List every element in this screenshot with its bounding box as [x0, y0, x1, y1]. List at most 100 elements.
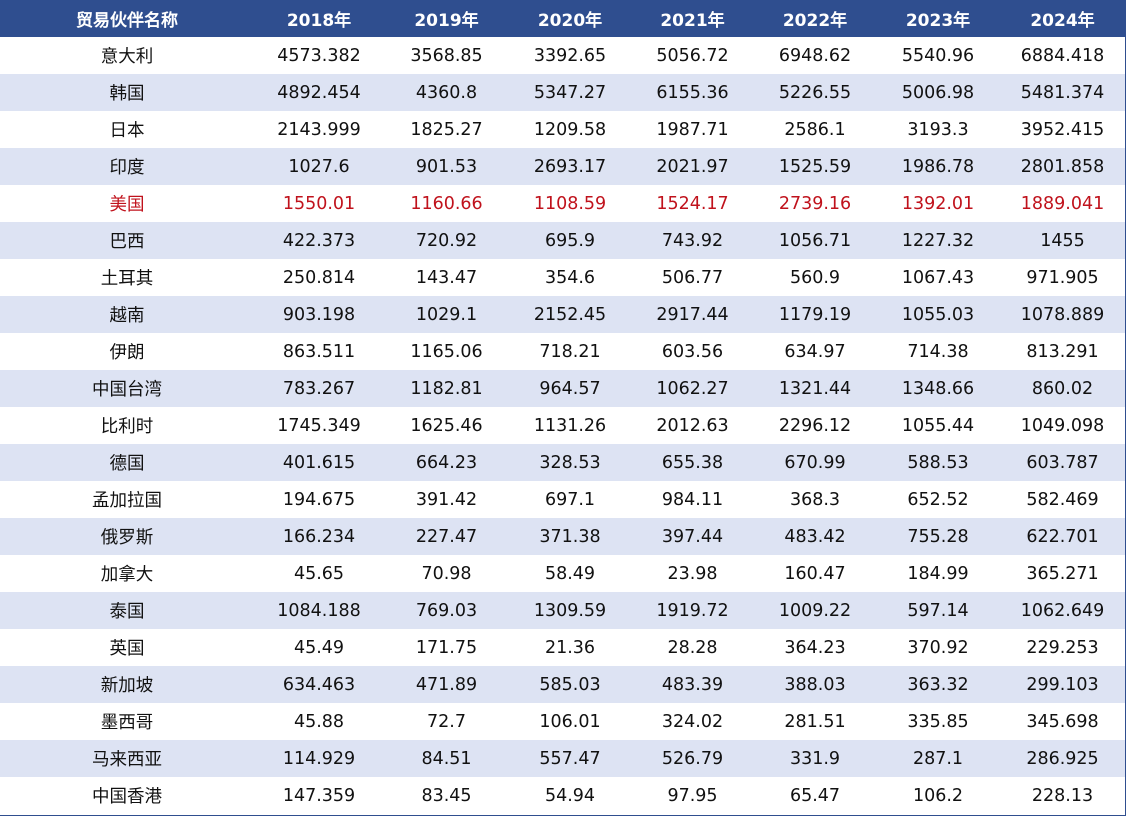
value-cell: 622.701 [1026, 526, 1099, 547]
value-cell: 1525.59 [778, 156, 852, 177]
value-cell: 1029.1 [415, 304, 478, 325]
partner-name-cell: 俄罗斯 [100, 528, 154, 548]
table-row: 墨西哥 45.88 72.7 106.01 324.02 281.51 335.85 345.… [0, 703, 1125, 740]
header-year-2024: 2024年 [1030, 11, 1095, 31]
value-cell: 54.94 [544, 785, 596, 806]
partner-name-cell: 加拿大 [100, 565, 154, 585]
table-row: 越南 903.198 1029.1 2152.45 2917.44 1179.19 1055… [0, 296, 1125, 333]
value-cell: 371.38 [539, 526, 601, 547]
value-cell: 4573.382 [277, 45, 361, 66]
value-cell: 21.36 [544, 637, 596, 658]
value-cell: 160.47 [784, 563, 846, 584]
value-cell: 368.3 [789, 489, 841, 510]
value-cell: 603.787 [1026, 452, 1099, 473]
table-row: 泰国 1084.188 769.03 1309.59 1919.72 1009.22 597… [0, 592, 1125, 629]
partner-name-cell: 英国 [109, 639, 145, 659]
value-cell: 557.47 [539, 748, 601, 769]
value-cell: 1986.78 [901, 156, 975, 177]
header-year-2020: 2020年 [537, 11, 603, 31]
value-cell: 45.49 [293, 637, 345, 658]
table-row: 中国台湾 783.267 1182.81 964.57 1062.27 1321.44 13… [0, 370, 1125, 407]
partner-name-cell: 土耳其 [100, 269, 154, 289]
value-cell: 743.92 [661, 230, 724, 251]
partner-name-cell: 印度 [109, 158, 145, 178]
value-cell: 4360.8 [415, 82, 478, 103]
value-cell: 901.53 [415, 156, 478, 177]
value-cell: 5226.55 [778, 82, 852, 103]
value-cell: 714.38 [907, 341, 969, 362]
value-cell: 1055.03 [901, 304, 975, 325]
table-row: 美国 1550.01 1160.66 1108.59 1524.17 2739.16 139… [0, 185, 1125, 222]
table-header: 贸易伙伴名称 2018年 2019年 2020年 2021年 2022年 202… [0, 0, 1125, 37]
value-cell: 106.01 [539, 711, 601, 732]
value-cell: 1182.81 [410, 378, 483, 399]
partner-name-cell: 韩国 [109, 84, 145, 104]
value-cell: 1987.71 [656, 119, 729, 140]
value-cell: 3193.3 [907, 119, 969, 140]
header-row: 贸易伙伴名称 2018年 2019年 2020年 2021年 2022年 202… [0, 0, 1125, 37]
value-cell: 5540.96 [901, 45, 975, 66]
value-cell: 597.14 [907, 600, 969, 621]
value-cell: 1084.188 [277, 600, 361, 621]
partner-name-cell: 墨西哥 [100, 713, 154, 733]
table-row: 印度 1027.6 901.53 2693.17 2021.97 1525.59 1986.… [0, 148, 1125, 185]
header-year-2023: 2023年 [905, 11, 971, 31]
value-cell: 483.39 [661, 674, 724, 695]
value-cell: 388.03 [784, 674, 846, 695]
value-cell: 652.52 [907, 489, 969, 510]
partner-name-cell: 越南 [109, 306, 145, 326]
value-cell: 1160.66 [410, 193, 483, 214]
value-cell: 106.2 [912, 785, 964, 806]
value-cell: 2296.12 [778, 415, 852, 436]
value-cell: 331.9 [789, 748, 841, 769]
value-cell: 70.98 [421, 563, 472, 584]
value-cell: 97.95 [667, 785, 718, 806]
value-cell: 1165.06 [410, 341, 483, 362]
value-cell: 184.99 [907, 563, 969, 584]
partner-name-cell: 意大利 [100, 47, 154, 67]
value-cell: 1392.01 [901, 193, 975, 214]
value-cell: 6155.36 [656, 82, 729, 103]
value-cell: 227.47 [415, 526, 478, 547]
value-cell: 471.89 [415, 674, 478, 695]
value-cell: 328.53 [539, 452, 601, 473]
value-cell: 1108.59 [533, 193, 607, 214]
value-cell: 526.79 [661, 748, 724, 769]
value-cell: 5347.27 [533, 82, 607, 103]
header-year-2019: 2019年 [414, 11, 479, 31]
value-cell: 58.49 [544, 563, 596, 584]
value-cell: 2143.999 [277, 119, 361, 140]
value-cell: 2012.63 [656, 415, 729, 436]
value-cell: 483.42 [784, 526, 846, 547]
value-cell: 2586.1 [784, 119, 846, 140]
partner-name-cell: 比利时 [100, 417, 154, 437]
table-row: 比利时 1745.349 1625.46 1131.26 2012.63 2296.12 1… [0, 407, 1125, 444]
value-cell: 1062.649 [1020, 600, 1105, 621]
partner-name-cell: 中国香港 [92, 787, 162, 807]
value-cell: 664.23 [415, 452, 478, 473]
table-row: 马来西亚 114.929 84.51 557.47 526.79 331.9 287.1 28… [0, 740, 1125, 777]
table-row: 俄罗斯 166.234 227.47 371.38 397.44 483.42 755.28… [0, 518, 1125, 555]
value-cell: 560.9 [789, 267, 841, 288]
value-cell: 364.23 [784, 637, 846, 658]
value-cell: 3568.85 [410, 45, 483, 66]
value-cell: 1625.46 [410, 415, 483, 436]
value-cell: 506.77 [661, 267, 724, 288]
value-cell: 363.32 [907, 674, 969, 695]
value-cell: 5056.72 [656, 45, 729, 66]
partner-name-cell: 泰国 [109, 602, 145, 622]
table-row: 韩国 4892.454 4360.8 5347.27 6155.36 5226.55 500… [0, 74, 1125, 111]
value-cell: 1455 [1040, 230, 1085, 251]
value-cell: 863.511 [282, 341, 356, 362]
value-cell: 1550.01 [282, 193, 356, 214]
value-cell: 1321.44 [778, 378, 852, 399]
value-cell: 114.929 [282, 748, 356, 769]
value-cell: 1348.66 [901, 378, 975, 399]
value-cell: 3952.415 [1020, 119, 1105, 140]
value-cell: 229.253 [1026, 637, 1099, 658]
partner-name-cell: 巴西 [109, 232, 145, 252]
value-cell: 5481.374 [1020, 82, 1105, 103]
value-cell: 194.675 [282, 489, 356, 510]
